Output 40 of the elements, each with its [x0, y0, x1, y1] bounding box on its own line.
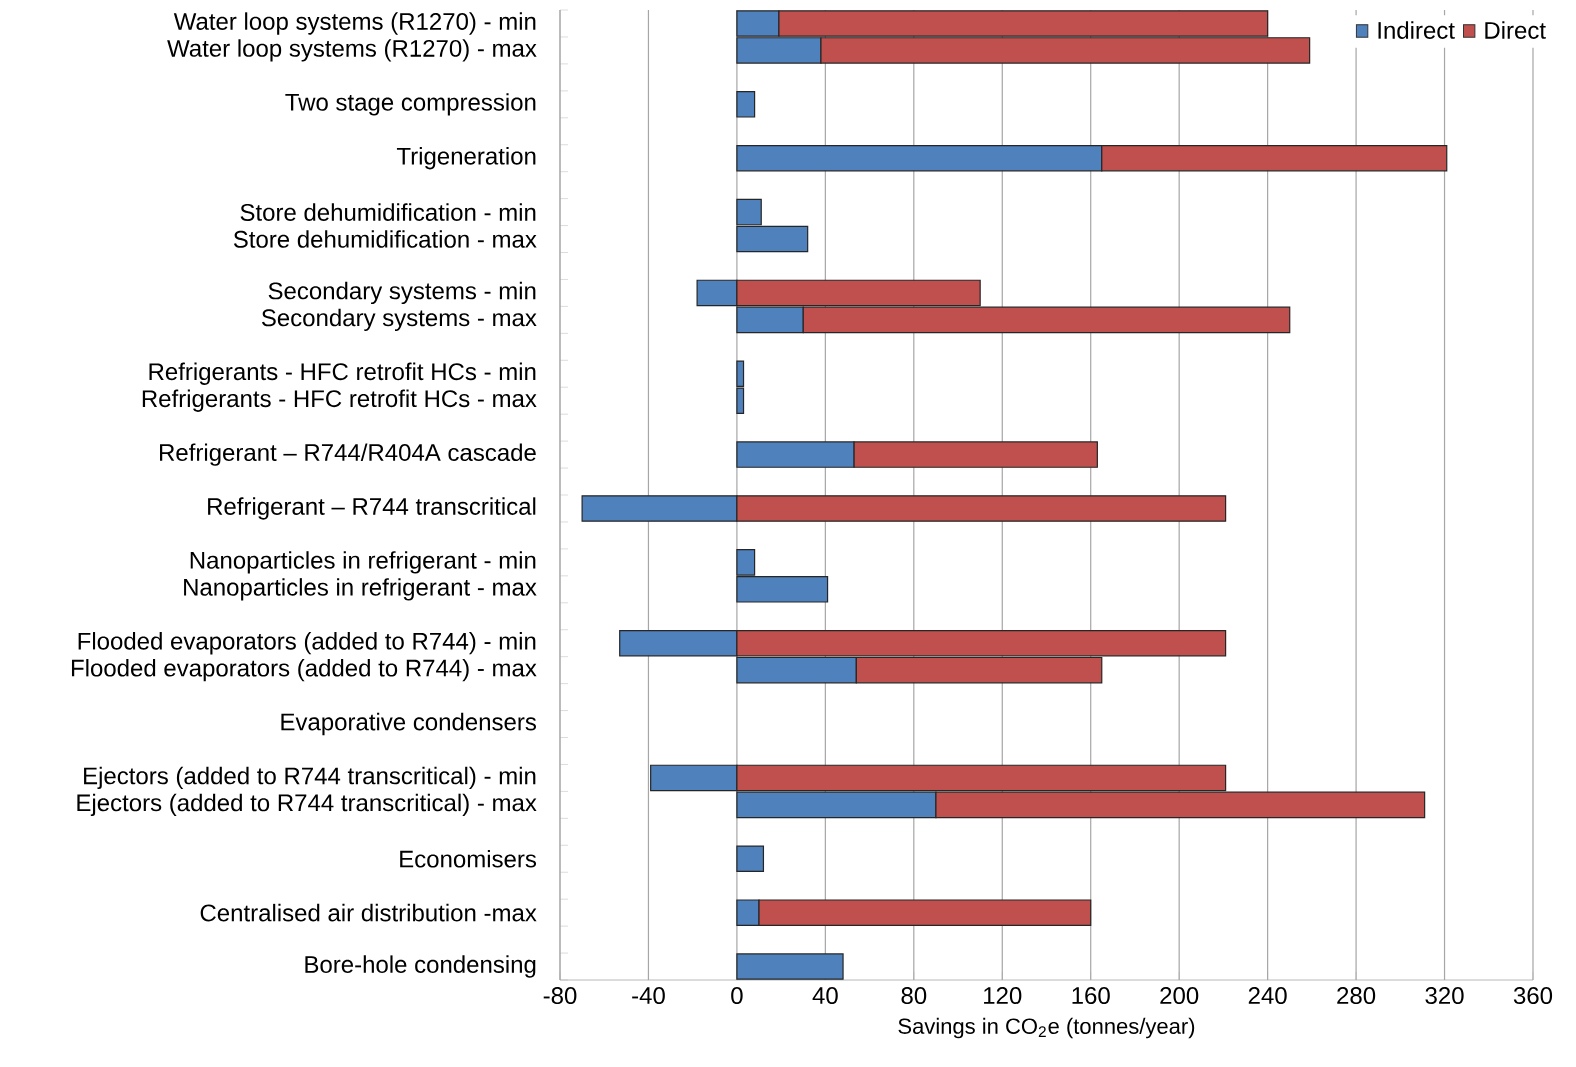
bar	[736, 91, 756, 118]
y-tick-label: Trigeneration	[396, 147, 536, 170]
y-tick-label: Ejectors (added to R744 transcritical) - max	[77, 793, 537, 817]
y-tick-label: Bore-hole condensing	[305, 955, 536, 978]
x-tick-label: 80	[901, 987, 927, 1005]
x-tick-label: 120	[984, 987, 1022, 1005]
y-tick-label: Store dehumidification - min	[240, 203, 536, 221]
y-tick-label: Secondary systems - max	[261, 308, 537, 332]
y-tick-label: Store dehumidification - max	[233, 230, 537, 248]
y-tick-label: Secondary systems - min	[268, 281, 536, 305]
y-tick-label: Refrigerant – R744 transcritical	[208, 497, 536, 520]
y-tick-label: Water loop systems (R1270) - min	[173, 12, 536, 35]
y-tick-label: Nanoparticles in refrigerant - min	[190, 551, 536, 574]
x-tick-label: -80	[543, 987, 577, 1005]
y-tick-label: Centralised air distribution -max	[200, 903, 537, 922]
legend-label: Indirect	[1378, 21, 1455, 39]
y-tick-label: Two stage compression	[285, 93, 536, 116]
x-tick-label: 240	[1248, 987, 1287, 1005]
y-tick-label: Nanoparticles in refrigerant - max	[184, 578, 537, 601]
x-tick-label: 40	[812, 987, 838, 1005]
y-tick-label: Refrigerants - HFC retrofit HCs - max	[142, 389, 537, 412]
y-tick-label: Ejectors (added to R744 transcritical) - min	[84, 766, 536, 790]
x-tick-label: 200	[1160, 987, 1199, 1005]
y-tick-label: Water loop systems (R1270) - max	[167, 39, 537, 62]
y-tick-label: Refrigerants - HFC retrofit HCs - min	[149, 362, 536, 385]
x-tick-label: -40	[632, 987, 665, 1005]
x-axis-title: Savings in CO$_{2}$e (tonnes/year)	[898, 1017, 1195, 1039]
y-tick-label: Flooded evaporators (added to R744) - max	[71, 658, 537, 682]
y-tick-label: Evaporative condensers	[281, 712, 536, 736]
x-tick-label: 0	[731, 987, 743, 1005]
x-tick-label: 320	[1425, 987, 1464, 1005]
y-tick-label: Refrigerant – R744/R404A cascade	[160, 443, 536, 466]
x-tick-label: 160	[1072, 987, 1110, 1005]
y-tick-label: Economisers	[400, 849, 537, 868]
bar	[736, 953, 844, 980]
x-tick-label: 360	[1513, 987, 1553, 1005]
legend-label: Direct	[1485, 21, 1546, 39]
y-tick-label: Flooded evaporators (added to R744) - min	[78, 632, 536, 655]
bar	[736, 845, 765, 873]
x-tick-label: 280	[1337, 987, 1376, 1005]
